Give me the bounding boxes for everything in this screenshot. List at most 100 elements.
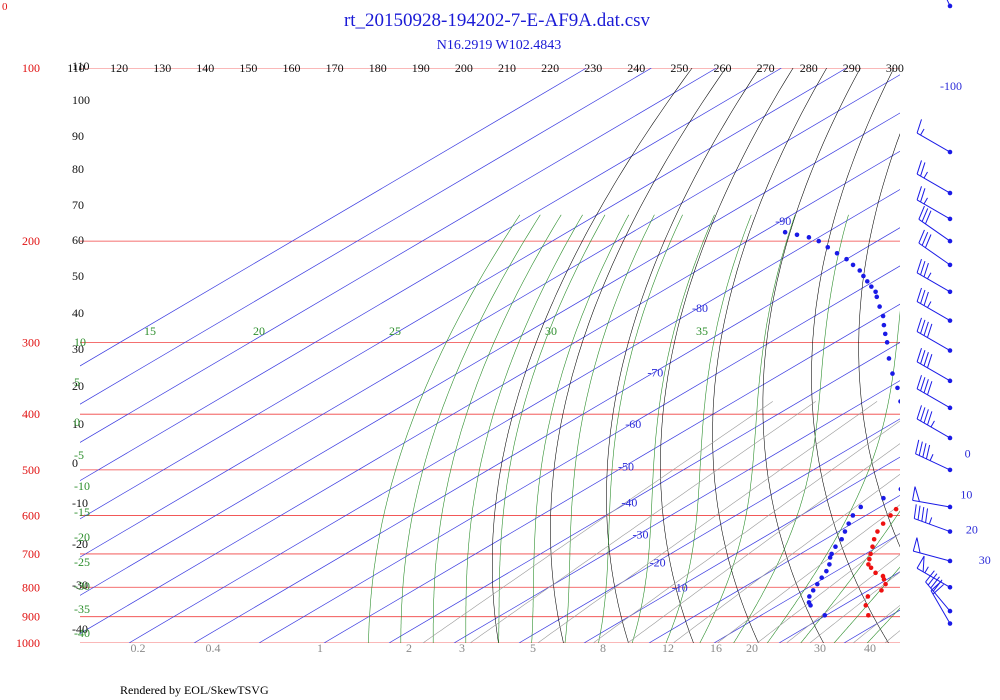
temperature-point [873,570,878,576]
isotherm-line [80,68,717,443]
wind-barb-flag [916,287,922,302]
dewpoint-point [869,284,874,289]
pressure-label: 600 [22,508,40,522]
isotherm-label: 30 [979,553,991,567]
mixing-ratio-line [592,420,900,643]
wind-barb [925,570,953,614]
wind-barb-flag [918,441,923,456]
wind-barb-flag [923,379,929,394]
mixing-ratio-label: 20 [746,641,758,655]
temperature-point [933,468,938,473]
dry-adiabat-top-label: 250 [670,61,688,75]
moist-adiabat-left-label: -30 [74,579,90,593]
dry-adiabat-top-label: 230 [584,61,602,75]
mixing-ratio-line [627,443,900,643]
isotherm-label: -60 [625,417,641,431]
wind-barb [916,119,953,155]
temperature-point [867,556,872,562]
wind-barb-flag [923,291,929,306]
temperature-point [893,506,899,512]
moist-adiabat-left-label: -5 [74,448,84,462]
wind-barb [915,439,953,473]
wind-barb [930,580,953,626]
dewpoint-point [839,536,844,542]
temperature-point [904,500,909,505]
isotherm-label: -70 [647,366,663,380]
wind-barb-staff [946,0,951,7]
mixing-ratio-label: 1 [317,641,323,655]
wind-barb-staff [916,132,951,153]
wind-barb-half-flag [920,128,925,136]
wind-barb [916,405,953,441]
dewpoint-point [881,495,886,501]
moist-adiabat-left-label: 0 [74,415,80,429]
dry-adiabat-top-label: 190 [412,61,430,75]
temperature-point [880,521,886,526]
isotherm-line [80,68,782,482]
moist-adiabat-left-label: -20 [74,530,90,544]
wind-barb-pennant [912,537,921,554]
isotherm-label: -40 [621,496,637,510]
isotherm-line [843,609,900,643]
dry-adiabat-left-label: -40 [72,622,88,636]
temperature-point [945,447,950,452]
wind-barb-flag [920,407,926,422]
dry-adiabat-left-label: 70 [72,198,84,212]
wind-barb-flag [916,119,922,134]
temperature-point [866,562,871,567]
temperature-point [871,536,877,542]
temperature-point [991,356,996,361]
dewpoint-point [873,289,878,295]
isotherm-line [518,418,900,643]
wind-barb-flag [916,258,922,273]
dewpoint-point [827,562,832,567]
isotherm-line [80,150,900,634]
wind-barb-half-flag [930,420,935,428]
wind-barb-staff [925,581,951,612]
moist-adiabat-line [465,214,583,643]
wind-barb-flag [920,377,926,392]
wind-barb-flag [927,381,933,396]
isotherm-label: -100 [940,79,962,93]
wind-barb [916,317,953,353]
isotherm-line [80,74,900,558]
wind-barb-flag [925,570,935,583]
dry-adiabat-line [492,68,693,643]
mixing-ratio-line [785,554,900,643]
wind-barb-flag [924,210,932,225]
isotherm-line [388,342,900,643]
dewpoint-point [806,235,812,240]
dewpoint-point [807,594,812,599]
moist-adiabat-line [866,607,900,643]
dry-adiabat-top-label: 110 [67,61,85,75]
dewpoint-point [912,468,917,473]
dewpoint-point [827,555,833,560]
isotherm-line [128,189,900,643]
dewpoint-point [850,513,856,518]
dewpoint-point [898,399,900,404]
dewpoint-point [842,529,848,534]
dry-adiabat-line [949,42,1000,656]
mixing-ratio-label: 0.4 [206,641,221,655]
dry-adiabat-top-label: 300 [886,61,904,75]
dewpoint-point [816,238,822,244]
dry-adiabat-line [606,68,760,643]
moist-adiabat-label: 35 [696,324,708,338]
isotherm-line [193,227,900,643]
wind-barb-half-flag [927,301,932,308]
temperature-point [939,457,944,462]
wind-barb-staff [912,499,951,508]
wind-barb-flag [916,375,922,390]
wind-barb [912,486,953,510]
isotherm-line [258,265,900,643]
dewpoint-point [890,371,895,376]
dry-adiabat-line [992,42,1000,656]
wind-barb-staff [916,331,951,351]
sounding-profiles [782,229,996,618]
dewpoint-point [913,457,918,462]
dewpoint-point [829,551,834,557]
moist-adiabat-left-label: 5 [74,375,80,389]
moist-adiabat-left-label: -25 [74,555,90,569]
grid-labels: 1002003004005006007008009001000-100-90-8… [16,59,991,655]
